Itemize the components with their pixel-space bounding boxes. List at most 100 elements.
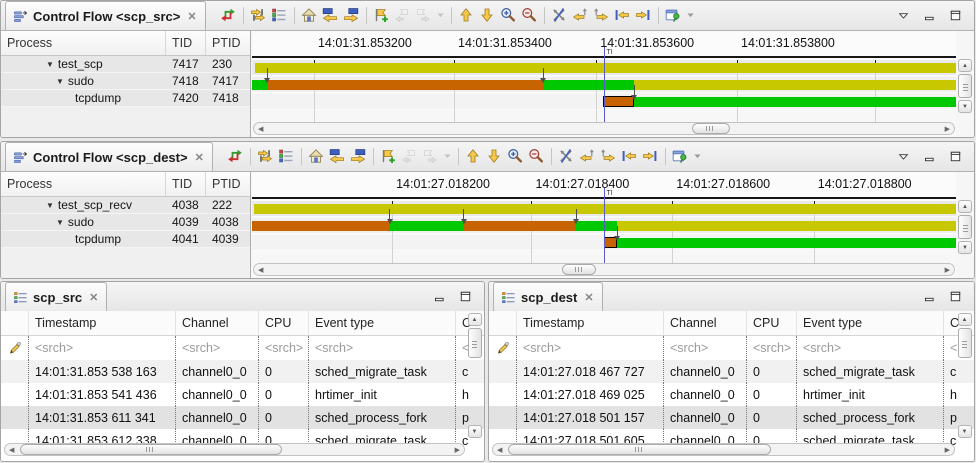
column-header-process[interactable]: Process <box>1 172 166 196</box>
event-row[interactable]: 14:01:27.018 467 727 channel0_0 0 sched_mig… <box>489 360 974 383</box>
next-marker-icon[interactable] <box>413 3 434 27</box>
expander-icon[interactable]: ▼ <box>46 59 54 69</box>
minimize-icon[interactable] <box>923 9 936 22</box>
table-vertical-scrollbar[interactable]: ▲ ▼ <box>957 313 972 438</box>
table-horizontal-scrollbar[interactable]: ◀ ▶ <box>492 443 955 456</box>
minimize-icon[interactable] <box>923 290 936 303</box>
zoom-out-icon[interactable] <box>526 144 547 168</box>
filter-input-timestamp[interactable]: <srch> <box>517 336 664 360</box>
scrollbar-thumb[interactable] <box>20 444 282 455</box>
view-menu-icon[interactable] <box>897 9 910 22</box>
process-row-tcpdump[interactable]: tcpdump 7420 7418 <box>1 90 250 107</box>
state-segment-wait_blocked[interactable] <box>616 221 956 231</box>
timeline-chart[interactable]: 14:01:31.853200 14:01:31.853400 14:01:31.8… <box>252 31 956 137</box>
filter-input-c[interactable]: < <box>950 341 958 355</box>
state-segment-wait_for_cpu[interactable] <box>463 221 576 231</box>
scroll-right-icon[interactable]: ▶ <box>944 267 950 274</box>
filter-input-timestamp[interactable]: <srch> <box>29 336 176 360</box>
scroll-down-icon[interactable]: ▼ <box>958 100 972 113</box>
scrollbar-thumb[interactable] <box>958 215 972 239</box>
filter-input-cpu[interactable]: <srch> <box>259 336 309 360</box>
close-icon[interactable]: ✕ <box>584 291 594 304</box>
scroll-up-icon[interactable]: ▲ <box>958 59 972 72</box>
move-up-icon[interactable] <box>463 144 484 168</box>
prev-event-icon[interactable] <box>612 3 633 27</box>
column-header-cpu[interactable]: CPU <box>747 311 797 335</box>
add-bookmark-icon[interactable] <box>371 3 392 27</box>
marker-menu-icon[interactable] <box>441 144 454 168</box>
process-row-tcpdump[interactable]: tcpdump 4041 4039 <box>1 231 250 248</box>
pin-view-icon[interactable] <box>663 3 684 27</box>
event-row[interactable]: 14:01:31.853 611 341 channel0_0 0 sched_pro… <box>1 406 484 429</box>
timeline-horizontal-scrollbar[interactable]: ◀ ▶ <box>253 263 955 276</box>
maximize-icon[interactable] <box>459 290 472 303</box>
event-row[interactable]: 14:01:27.018 501 157 channel0_0 0 sched_pro… <box>489 406 974 429</box>
hide-arrows-icon[interactable] <box>556 144 577 168</box>
pin-menu-icon[interactable] <box>691 144 704 168</box>
prev-event-icon[interactable] <box>619 144 640 168</box>
add-bookmark-icon[interactable] <box>378 144 399 168</box>
state-segment-usermode[interactable] <box>389 221 464 231</box>
state-segment-usermode[interactable] <box>575 221 617 231</box>
home-icon[interactable] <box>299 3 320 27</box>
search-pen-icon[interactable] <box>1 336 29 360</box>
column-header-event-type[interactable]: Event type <box>797 311 944 335</box>
follow-cpu-forward-icon[interactable] <box>591 3 612 27</box>
search-pen-icon[interactable] <box>489 336 517 360</box>
table-vertical-scrollbar[interactable]: ▲ ▼ <box>467 313 482 438</box>
event-row[interactable]: 14:01:31.853 538 163 channel0_0 0 sched_mig… <box>1 360 484 383</box>
scroll-right-icon[interactable]: ▶ <box>454 447 460 454</box>
filter-input-cpu[interactable]: <srch> <box>747 336 797 360</box>
selection-cursor-line[interactable] <box>603 188 605 267</box>
column-header-c[interactable]: C <box>462 316 472 330</box>
timeline-vertical-scrollbar[interactable]: ▲ ▼ <box>957 59 973 113</box>
minimize-icon[interactable] <box>433 290 446 303</box>
scroll-right-icon[interactable]: ▶ <box>944 126 950 133</box>
legend-icon[interactable] <box>269 3 290 27</box>
scrollbar-thumb[interactable] <box>467 328 482 358</box>
view-menu-icon[interactable] <box>897 150 910 163</box>
column-header-ptid[interactable]: PTID <box>212 177 241 191</box>
column-header-event-type[interactable]: Event type <box>309 311 456 335</box>
filter-input-event-type[interactable]: <srch> <box>797 336 944 360</box>
state-segment-usermode[interactable] <box>616 238 956 248</box>
event-row[interactable]: 14:01:27.018 469 025 channel0_0 0 hrtimer_i… <box>489 383 974 406</box>
close-icon[interactable]: ✕ <box>194 151 204 164</box>
column-header-tid[interactable]: TID <box>166 172 206 196</box>
column-header-process[interactable]: Process <box>1 31 166 55</box>
scrollbar-thumb[interactable] <box>508 444 771 455</box>
prev-marker-icon[interactable] <box>392 3 413 27</box>
process-row-sudo[interactable]: ▼ sudo 4039 4038 <box>1 214 250 231</box>
state-segment-wait_blocked[interactable] <box>254 204 956 214</box>
timeline-vertical-scrollbar[interactable]: ▲ ▼ <box>957 200 973 254</box>
scroll-right-icon[interactable]: ▶ <box>944 447 950 454</box>
scroll-left-icon[interactable]: ◀ <box>497 447 503 454</box>
optimize-icon[interactable] <box>248 3 269 27</box>
next-event-icon[interactable] <box>640 144 661 168</box>
scroll-down-icon[interactable]: ▼ <box>467 425 482 438</box>
next-event-icon[interactable] <box>633 3 654 27</box>
column-header-c[interactable]: C <box>950 316 960 330</box>
column-header-channel[interactable]: Channel <box>664 311 747 335</box>
column-header-ptid[interactable]: PTID <box>212 36 241 50</box>
marker-menu-icon[interactable] <box>434 3 447 27</box>
follow-cpu-back-icon[interactable] <box>577 144 598 168</box>
scrollbar-thumb[interactable] <box>691 123 730 134</box>
zoom-in-icon[interactable] <box>505 144 526 168</box>
state-segment-wait_for_cpu[interactable] <box>252 221 390 231</box>
close-icon[interactable]: ✕ <box>187 10 197 23</box>
move-down-icon[interactable] <box>484 144 505 168</box>
follow-cpu-forward-icon[interactable] <box>598 144 619 168</box>
filter-input-channel[interactable]: <srch> <box>664 336 747 360</box>
tab-control-flow-scp-src[interactable]: Control Flow <scp_src> ✕ <box>5 1 206 30</box>
scroll-up-icon[interactable]: ▲ <box>957 313 972 326</box>
prev-marker-icon[interactable] <box>399 144 420 168</box>
expander-icon[interactable]: ▼ <box>56 217 64 227</box>
process-row-test_scp[interactable]: ▼ test_scp 7417 230 <box>1 56 250 73</box>
maximize-icon[interactable] <box>949 150 962 163</box>
follow-cpu-back-icon[interactable] <box>570 3 591 27</box>
state-segment-usermode[interactable] <box>542 80 634 90</box>
select-prev-state-icon[interactable] <box>327 144 348 168</box>
sync-icon[interactable] <box>218 3 239 27</box>
filter-input-channel[interactable]: <srch> <box>176 336 259 360</box>
